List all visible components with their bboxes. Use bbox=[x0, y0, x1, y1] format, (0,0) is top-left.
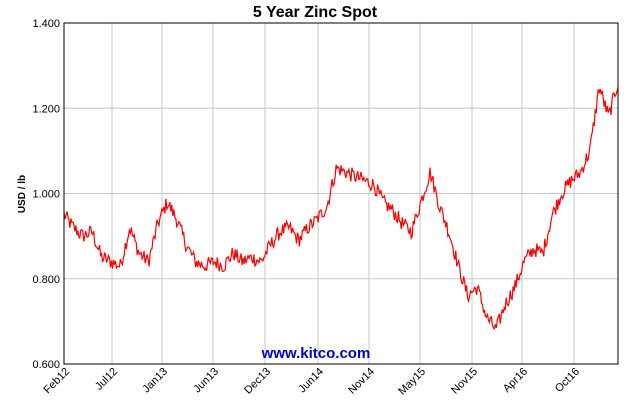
y-tick-label: 1.400 bbox=[32, 18, 60, 30]
x-tick-label: Nov15 bbox=[449, 366, 480, 397]
x-tick-label: Jun13 bbox=[191, 366, 221, 396]
x-tick-label: Dec13 bbox=[242, 366, 273, 397]
x-tick-label: Oct16 bbox=[553, 366, 582, 395]
x-tick-label: Jun14 bbox=[296, 366, 326, 396]
x-ticks: Feb12 Jul12 Jan13 Jun13 Dec13 Jun14 Nov14 May15… bbox=[42, 366, 583, 398]
watermark-link[interactable]: www.kitco.com bbox=[261, 345, 371, 362]
y-tick-label: 0.600 bbox=[32, 359, 60, 371]
series-line-zinc bbox=[63, 87, 619, 330]
y-tick-label: 0.800 bbox=[32, 274, 60, 286]
plot-frame bbox=[63, 22, 619, 365]
y-tick-label: 1.200 bbox=[32, 103, 60, 115]
chart-title: 5 Year Zinc Spot bbox=[253, 4, 378, 21]
y-axis-label: USD / lb bbox=[17, 175, 28, 213]
x-tick-label: Apr16 bbox=[501, 366, 530, 395]
grid bbox=[63, 22, 618, 365]
x-tick-label: Nov14 bbox=[346, 366, 377, 397]
x-tick-label: May15 bbox=[396, 366, 428, 398]
x-tick-label: Jan13 bbox=[140, 366, 170, 396]
y-ticks: 0.600 0.800 1.000 1.200 1.400 bbox=[32, 18, 60, 371]
y-tick-label: 1.000 bbox=[32, 189, 60, 201]
x-tick-label: Jul12 bbox=[93, 366, 120, 393]
